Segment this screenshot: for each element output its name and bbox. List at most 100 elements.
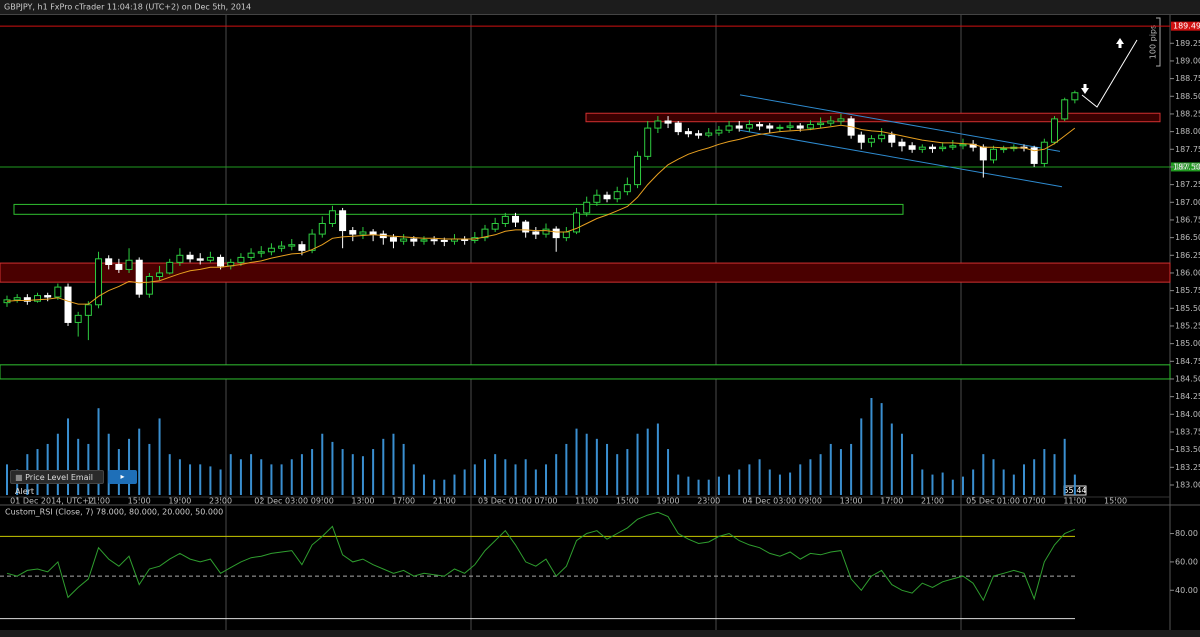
range-bracket (1156, 17, 1161, 67)
candle-body (1051, 118, 1059, 143)
candle-body (745, 124, 753, 129)
candle-body (349, 230, 357, 235)
candle-body (878, 134, 886, 140)
candle-body (664, 120, 672, 124)
candle-body (512, 215, 519, 223)
y-tick-label: 183.000 (1175, 480, 1200, 489)
volume-bar (880, 403, 883, 495)
candle-body (623, 184, 631, 193)
candle-body (156, 272, 164, 277)
x-tick-label: 05 Dec 01:00 (966, 497, 1020, 506)
frame (0, 14, 1200, 15)
volume-bar (697, 479, 700, 495)
volume-bar (6, 464, 8, 495)
candle-body (196, 258, 204, 261)
volume-bar (768, 469, 771, 495)
candle-body (959, 143, 967, 147)
volume-bar (219, 469, 222, 495)
volume-bar (890, 423, 893, 495)
volume-bar (1033, 459, 1036, 495)
volume-bar (270, 464, 273, 495)
volume-bar (646, 428, 649, 495)
volume-bar (524, 459, 527, 495)
y-tick-label: 184.500 (1175, 374, 1200, 383)
volume-bar (616, 454, 619, 495)
y-tick-label: 188.000 (1175, 127, 1200, 136)
volume-bar (138, 428, 141, 495)
volume-bar (951, 479, 954, 495)
title-bar (0, 0, 1200, 14)
volume-bar (636, 433, 639, 495)
volume-bar (392, 433, 395, 495)
price-tag-box (1171, 21, 1200, 31)
x-tick-label: 03 Dec 01:00 (478, 497, 532, 506)
y-tick-label: 187.000 (1175, 198, 1200, 207)
volume-bar (1063, 438, 1066, 495)
x-tick-label: 04 Dec 03:00 (742, 497, 796, 506)
candle-body (1030, 147, 1038, 164)
volume-bar (321, 433, 324, 495)
projection-line (1081, 39, 1138, 108)
candle-body (817, 122, 825, 126)
candle-body (84, 304, 92, 316)
x-tick-label: 07:00 (534, 497, 557, 506)
candle-body (725, 125, 733, 131)
alert-button[interactable]: ■ Price Level Email Alert (10, 470, 104, 496)
volume-bar (860, 418, 863, 495)
volume-bar (77, 438, 80, 495)
volume-bar (402, 443, 405, 495)
candle-body (105, 258, 113, 265)
down-arrow (1081, 84, 1089, 94)
volume-bar (1012, 474, 1015, 495)
price-tag-label: 187.500 (1173, 162, 1200, 171)
candle-body (247, 252, 255, 258)
price-zone (0, 364, 1171, 380)
volume-bar (778, 474, 781, 495)
volume-bar (900, 433, 903, 495)
y-tick-label: 187.500 (1175, 162, 1200, 171)
candle-body (135, 259, 143, 295)
candle-body (552, 228, 560, 239)
window-title: GBPJPY, h1 FxPro cTrader 11:04:18 (UTC+2… (4, 3, 251, 12)
y-tick-label: 186.250 (1175, 251, 1200, 260)
candle-body (979, 146, 987, 161)
volume-bar (1023, 464, 1025, 495)
candle-body (928, 146, 936, 150)
candle-body (949, 145, 957, 148)
candle-body (298, 244, 306, 251)
y-tick-label: 188.750 (1175, 74, 1200, 83)
candle-body (74, 314, 82, 323)
y-tick-label: 185.000 (1175, 339, 1200, 348)
candle-body (34, 295, 42, 302)
range-label: 100 pips (1149, 25, 1158, 59)
volume-bar (290, 459, 293, 495)
candle-body (369, 231, 377, 235)
candle-body (888, 134, 896, 143)
x-tick-label: 09:00 (799, 497, 822, 506)
y-tick-label: 189.000 (1175, 56, 1200, 65)
volume-bar (372, 449, 375, 495)
volume-bar (514, 464, 517, 495)
candle-body (267, 247, 275, 253)
candle-body (695, 133, 703, 136)
volume-bar (850, 443, 853, 495)
price-zone (0, 262, 1171, 283)
candle-body (898, 141, 906, 147)
volume-bar (504, 459, 507, 495)
volume-bar (982, 454, 985, 495)
volume-bar (189, 464, 192, 495)
volume-bar (626, 449, 629, 495)
volume-bar (351, 454, 354, 495)
status-bar (0, 630, 1200, 637)
y-tick-label: 185.750 (1175, 286, 1200, 295)
volume-bar (483, 459, 486, 495)
volume-bar (422, 474, 425, 495)
candle-body (400, 238, 408, 242)
x-tick-label: 15:00 (128, 497, 151, 506)
volume-bar (839, 449, 842, 495)
volume-bar (229, 454, 232, 495)
play-button[interactable]: ▸ (108, 470, 137, 484)
candle-body (1000, 148, 1008, 151)
candle-body (735, 125, 743, 129)
